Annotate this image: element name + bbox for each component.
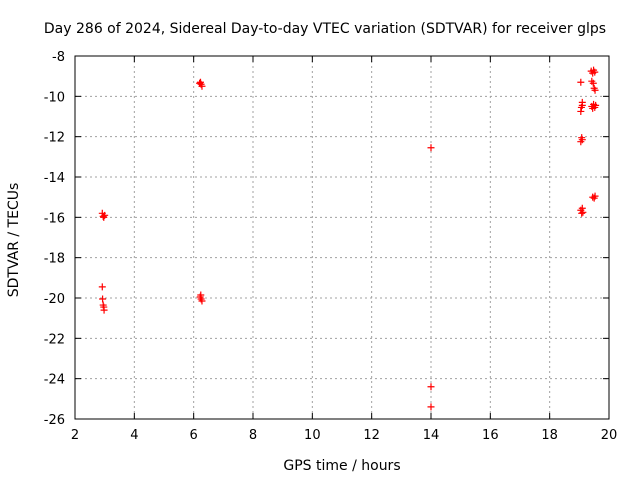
y-tick-label: -24 [44,373,65,388]
data-point [427,383,435,391]
x-tick-label: 16 [482,428,499,443]
data-point [591,86,599,94]
data-point [577,78,585,86]
y-tick-label: -12 [44,131,65,146]
data-point [101,211,109,219]
data-point [197,291,205,299]
data-point [578,101,586,109]
data-point [591,68,599,76]
y-tick-label: -10 [44,90,65,105]
y-axis-label: SDTVAR / TECUs [6,183,22,298]
data-point [196,78,204,86]
y-tick-label: -16 [44,211,65,226]
x-tick-label: 8 [249,428,257,443]
x-tick-label: 2 [71,428,79,443]
data-point [427,144,435,152]
x-tick-label: 20 [601,428,618,443]
data-point [578,136,586,144]
data-point [427,403,435,411]
y-tick-label: -8 [52,50,65,65]
x-tick-label: 18 [541,428,558,443]
x-tick-label: 10 [304,428,321,443]
data-point [99,295,107,303]
data-points [98,66,600,411]
y-tick-label: -18 [44,252,65,267]
x-tick-label: 14 [423,428,440,443]
data-point [591,192,599,200]
data-point [198,82,206,90]
data-point [198,297,206,305]
data-point [577,107,585,115]
y-tick-label: -26 [44,413,65,428]
data-point [578,204,586,212]
data-point [100,306,108,314]
y-tick-label: -14 [44,171,65,186]
x-axis-label: GPS time / hours [283,458,400,474]
data-point [98,283,106,291]
y-tick-label: -22 [44,332,65,347]
plot-frame [74,55,610,420]
data-point [591,103,599,111]
x-tick-label: 4 [130,428,138,443]
y-tick-label: -20 [44,292,65,307]
axis-ticks: 2 4 6 8 10 12 14 16 18 20 -8 -10 -12 -14 -16 -18 -20 -22 -… [44,50,618,443]
x-tick-label: 12 [363,428,380,443]
data-point [589,79,597,87]
grid-lines [75,56,609,419]
x-tick-label: 6 [190,428,198,443]
chart-title: Day 286 of 2024, Sidereal Day-to-day VTE… [44,21,606,37]
